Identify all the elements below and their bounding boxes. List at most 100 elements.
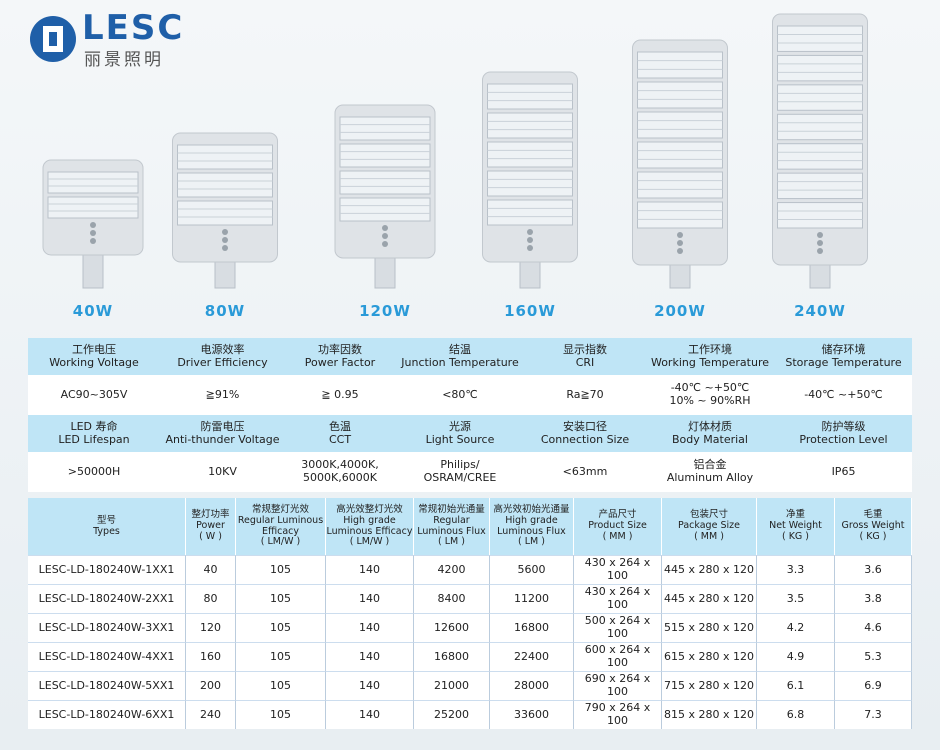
table-cell: 200	[186, 671, 236, 700]
spec-header: 功率因数 Power Factor	[285, 338, 395, 375]
lamp-screw	[817, 248, 823, 254]
spec-header-cn: 光源	[449, 419, 471, 433]
spec-header: 显示指数 CRI	[525, 338, 645, 375]
led-module	[777, 54, 863, 82]
spec-header-cn: 防雷电压	[200, 419, 245, 433]
table-cell: 33600	[490, 700, 574, 729]
spec-header-cn: 结温	[449, 342, 471, 356]
spec-value: <63mm	[525, 452, 645, 492]
table-header: 高光效整灯光效 High grade Luminous Efficacy ( L…	[326, 498, 414, 555]
table-cell: 12600	[414, 613, 490, 642]
spec-value: AC90~305V	[28, 375, 160, 415]
table-cell: 25200	[414, 700, 490, 729]
table-cell: 4200	[414, 555, 490, 584]
table-cell: 105	[236, 671, 326, 700]
spec-header-cn: 储存环境	[821, 342, 866, 356]
spec-header: 防护等级 Protection Level	[775, 415, 912, 452]
lamp-screw	[222, 245, 228, 251]
table-cell: 105	[236, 613, 326, 642]
table-cell: LESC-LD-180240W-1XX1	[28, 555, 186, 584]
table-header: 毛重 Gross Weight ( KG )	[835, 498, 912, 555]
table-header: 型号 Types	[28, 498, 186, 555]
table-cell: LESC-LD-180240W-5XX1	[28, 671, 186, 700]
table-cell: 16800	[490, 613, 574, 642]
product-label: 80W	[204, 302, 246, 320]
table-header: 常规整灯光效 Regular Luminous Efficacy ( LM/W …	[236, 498, 326, 555]
table-cell: 120	[186, 613, 236, 642]
table-cell: 445 x 280 x 120	[662, 555, 757, 584]
spec-header-cn: 防护等级	[821, 419, 866, 433]
spec-header: 光源 Light Source	[395, 415, 525, 452]
table-cell: 3.3	[757, 555, 835, 584]
table-cell: LESC-LD-180240W-4XX1	[28, 642, 186, 671]
table-cell: 105	[236, 642, 326, 671]
lamp-screw	[527, 229, 533, 235]
table-cell: 21000	[414, 671, 490, 700]
spec-header-en: Working Voltage	[49, 355, 139, 369]
lamp-screw	[527, 237, 533, 243]
table-cell: 80	[186, 584, 236, 613]
table-cell: 22400	[490, 642, 574, 671]
logo-subtitle: 丽景照明	[84, 50, 164, 70]
lamp-screw	[90, 222, 96, 228]
spec-header-cn: 安装口径	[563, 419, 607, 433]
spec-header-cn: LED 寿命	[70, 419, 118, 433]
lamp-screw	[90, 238, 96, 244]
spec-value: Ra≧70	[525, 375, 645, 415]
spec-header: 结温 Junction Temperature	[395, 338, 525, 375]
led-module	[339, 116, 431, 141]
table-cell: 6.9	[835, 671, 912, 700]
spec-value: -40℃ ~+50℃	[775, 375, 912, 415]
table-cell: 140	[326, 700, 414, 729]
led-module	[777, 84, 863, 111]
table-cell: 4.6	[835, 613, 912, 642]
led-module	[177, 200, 273, 226]
table-cell: 240	[186, 700, 236, 729]
spec-header-en: Working Temperature	[650, 355, 770, 369]
spec-header-cn: 色温	[329, 419, 351, 433]
spec-header-en: Light Source	[425, 432, 495, 446]
led-module	[47, 171, 139, 194]
table-cell: 8400	[414, 584, 490, 613]
spec-header-cn: 工作环境	[688, 342, 732, 356]
lamps	[42, 13, 868, 289]
spec-header-cn: 显示指数	[563, 342, 607, 356]
table-cell: 140	[326, 671, 414, 700]
table-cell: 715 x 280 x 120	[662, 671, 757, 700]
logo-brand: LESC	[82, 8, 185, 48]
led-module	[47, 196, 139, 219]
led-module	[637, 111, 723, 139]
table-header: 整灯功率 Power ( W )	[186, 498, 236, 555]
led-module	[637, 81, 723, 109]
table-cell: 6.1	[757, 671, 835, 700]
table-cell: 3.5	[757, 584, 835, 613]
led-module	[777, 143, 863, 170]
led-module	[487, 199, 573, 226]
table-cell: 105	[236, 584, 326, 613]
spec-header-cn: 电源效率	[200, 342, 245, 356]
led-module	[339, 197, 431, 222]
led-module	[777, 25, 863, 52]
spec-header-en: Storage Temperature	[785, 355, 902, 369]
led-module	[487, 83, 573, 110]
spec-value: >50000H	[28, 452, 160, 492]
spec-value: 铝合金 Aluminum Alloy	[645, 452, 775, 492]
led-module	[777, 202, 863, 229]
spec-value: 3000K,4000K, 5000K,6000K	[285, 452, 395, 492]
table-cell: 28000	[490, 671, 574, 700]
spec-header-en: Power Factor	[304, 355, 376, 369]
spec-header-cn: 功率因数	[318, 342, 362, 356]
led-module	[487, 141, 573, 168]
table-cell: 445 x 280 x 120	[662, 584, 757, 613]
product-label: 40W	[72, 302, 114, 320]
table-cell: 790 x 264 x 100	[574, 700, 662, 729]
spec-header-en: Protection Level	[799, 432, 888, 446]
spec-header-cn: 工作电压	[72, 342, 116, 356]
table-cell: LESC-LD-180240W-2XX1	[28, 584, 186, 613]
lamp-screw	[382, 233, 388, 239]
lamp-screw	[817, 232, 823, 238]
spec-header-cn: 灯体材质	[688, 419, 732, 433]
spec-value: 10KV	[160, 452, 285, 492]
spec-header-en: Body Material	[672, 432, 748, 446]
